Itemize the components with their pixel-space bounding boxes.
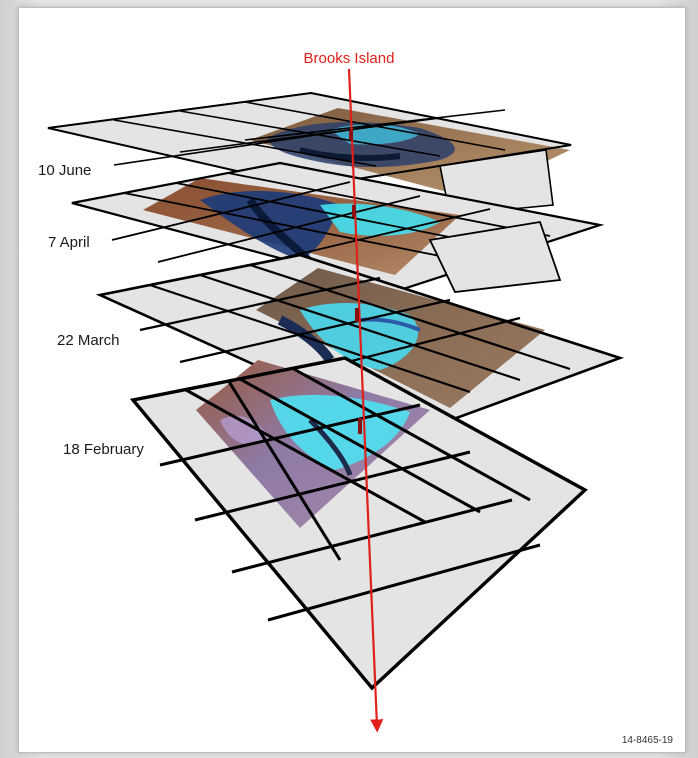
layer-22-march-satellite-image [256,268,545,408]
date-label-18-february: 18 February [63,441,144,458]
date-label-10-june: 10 June [38,162,91,179]
date-label-7-april: 7 April [48,234,90,251]
layer-10-june-grid-lines [113,101,506,167]
layer-7-april-extra-tile [428,220,562,293]
figure-id: 14-8465-19 [622,735,674,746]
layer-center-markers [349,130,362,434]
brooks-island-arrow [347,68,384,733]
date-label-22-march: 22 March [57,332,120,349]
layer-18-february [129,356,588,691]
layer-18-february-grid-lines [159,366,541,622]
brooks-island-label: Brooks Island [304,50,395,67]
layer-7-april-grid-lines [111,172,551,276]
